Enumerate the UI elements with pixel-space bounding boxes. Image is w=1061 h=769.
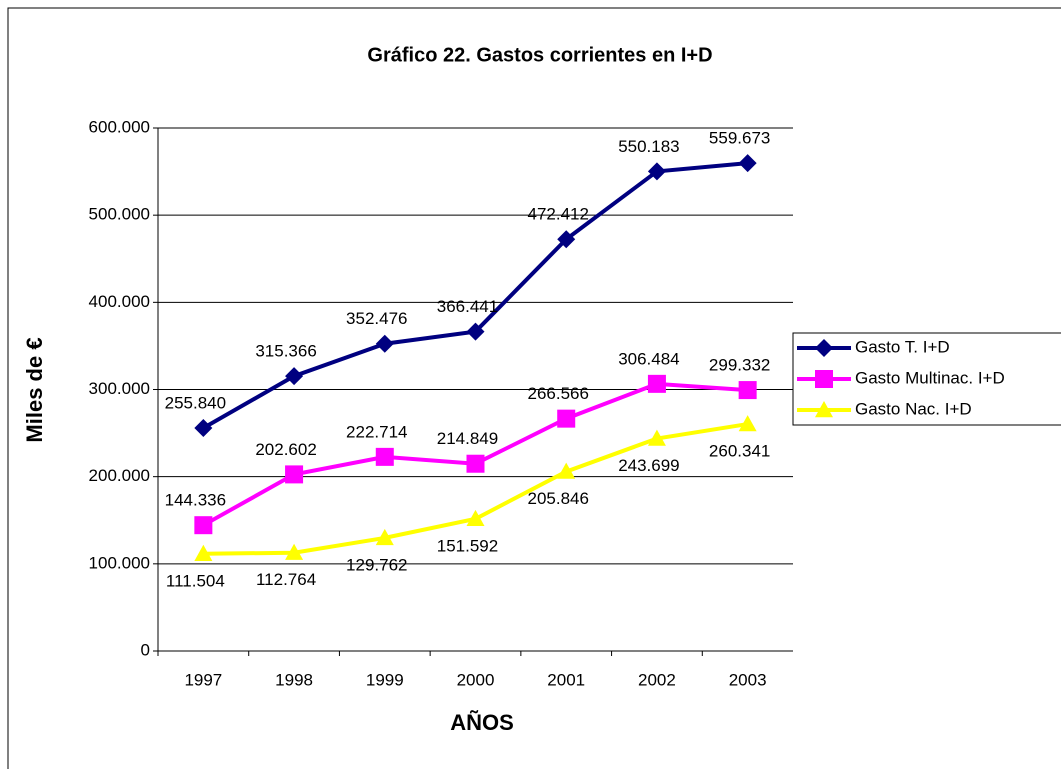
data-point <box>647 162 666 181</box>
legend-label: Gasto Multinac. I+D <box>855 368 1005 387</box>
data-point <box>738 154 757 173</box>
data-point <box>738 415 757 432</box>
legend-label: Gasto T. I+D <box>855 337 950 356</box>
y-tick-label: 100.000 <box>89 553 150 572</box>
y-tick-label: 0 <box>141 640 150 659</box>
y-tick-label: 200.000 <box>89 466 150 485</box>
data-label: 214.849 <box>437 429 498 448</box>
data-label: 129.762 <box>346 555 407 574</box>
data-point <box>194 418 213 437</box>
data-point <box>285 465 304 484</box>
y-axis-label: Miles de € <box>22 337 47 442</box>
data-label: 151.592 <box>437 536 498 555</box>
legend-marker <box>815 401 833 418</box>
data-point <box>557 230 576 249</box>
data-label: 112.764 <box>256 570 316 589</box>
x-tick-label: 2002 <box>638 670 676 689</box>
data-label: 205.846 <box>527 489 588 508</box>
data-label: 352.476 <box>346 309 407 328</box>
legend-label: Gasto Nac. I+D <box>855 399 972 418</box>
x-tick-label: 1999 <box>366 670 404 689</box>
data-point <box>194 544 213 562</box>
x-tick-label: 2003 <box>729 670 767 689</box>
data-point <box>466 509 485 527</box>
data-label: 299.332 <box>709 356 770 375</box>
data-label: 260.341 <box>709 442 770 461</box>
data-point <box>557 462 576 479</box>
x-axis-label: AÑOS <box>450 710 514 735</box>
data-point <box>285 367 304 386</box>
data-label: 550.183 <box>618 137 679 156</box>
x-tick-label: 2000 <box>457 670 495 689</box>
data-point <box>647 429 666 446</box>
data-point <box>466 322 485 341</box>
x-tick-label: 1998 <box>275 670 313 689</box>
data-label: 243.699 <box>618 456 679 475</box>
y-tick-label: 400.000 <box>89 292 150 311</box>
data-label: 202.602 <box>255 440 316 459</box>
data-point <box>557 409 576 428</box>
data-point <box>375 334 394 353</box>
chart-title: Gráfico 22. Gastos corrientes en I+D <box>367 44 712 66</box>
y-tick-label: 500.000 <box>89 205 150 224</box>
data-label: 472.412 <box>527 205 588 224</box>
y-tick-label: 300.000 <box>89 379 150 398</box>
data-label: 315.366 <box>255 342 316 361</box>
x-tick-label: 1997 <box>184 670 222 689</box>
data-label: 222.714 <box>346 422 407 441</box>
data-point <box>647 374 666 393</box>
data-point <box>285 543 304 560</box>
legend-marker <box>815 339 833 357</box>
data-label: 559.673 <box>709 129 770 148</box>
data-label: 306.484 <box>618 349 679 368</box>
data-label: 111.504 <box>166 571 225 590</box>
data-point <box>738 381 757 400</box>
data-label: 255.840 <box>165 393 226 412</box>
x-tick-label: 2001 <box>547 670 585 689</box>
data-point <box>466 454 485 473</box>
y-tick-label: 600.000 <box>89 117 150 136</box>
legend-marker <box>815 370 833 388</box>
data-label: 366.441 <box>437 297 498 316</box>
data-point <box>375 447 394 466</box>
data-point <box>194 516 213 535</box>
data-label: 266.566 <box>527 384 588 403</box>
data-point <box>375 528 394 546</box>
data-label: 144.336 <box>165 491 226 510</box>
